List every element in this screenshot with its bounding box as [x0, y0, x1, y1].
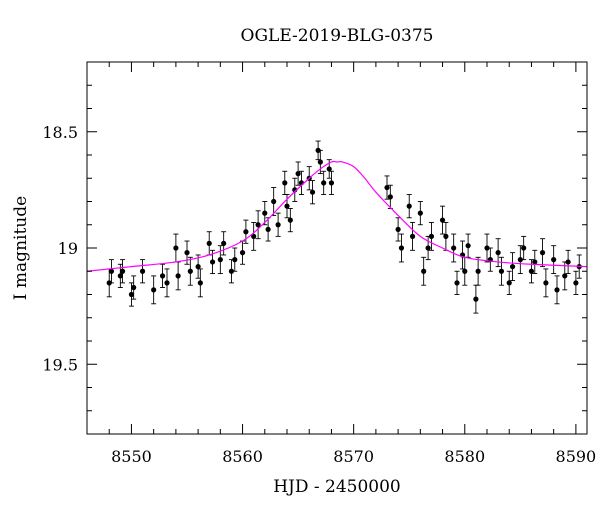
- x-tick-label: 8580: [444, 447, 485, 466]
- data-point: [326, 166, 332, 172]
- data-point: [395, 226, 401, 232]
- data-point: [131, 284, 137, 291]
- data-point: [539, 250, 546, 256]
- y-tick-label: 19.5: [42, 355, 78, 374]
- data-point: [164, 280, 170, 286]
- data-point: [509, 264, 516, 270]
- data-point: [309, 189, 316, 195]
- data-point: [287, 217, 293, 223]
- data-point: [197, 280, 203, 286]
- data-point: [275, 222, 281, 228]
- data-point: [251, 233, 257, 239]
- data-point: [428, 233, 435, 239]
- x-tick-label: 8550: [111, 447, 152, 466]
- data-point: [521, 245, 527, 251]
- data-point: [108, 268, 115, 274]
- data-point: [439, 217, 446, 223]
- data-point: [406, 203, 412, 209]
- data-point: [384, 184, 390, 191]
- data-point: [573, 280, 579, 286]
- data-point: [562, 273, 568, 279]
- data-point: [221, 240, 227, 246]
- data-point: [328, 180, 335, 186]
- data-point: [265, 226, 271, 232]
- data-point: [551, 257, 557, 263]
- data-point: [475, 268, 481, 274]
- data-point: [209, 259, 216, 265]
- data-point: [228, 268, 235, 274]
- data-point: [151, 287, 157, 293]
- data-point: [421, 268, 427, 274]
- data-point: [243, 229, 249, 235]
- data-point: [484, 245, 490, 251]
- data-point: [117, 273, 123, 279]
- data-point: [462, 268, 468, 274]
- data-point: [409, 233, 416, 239]
- model-curve: [87, 160, 587, 272]
- data-point: [284, 203, 290, 209]
- data-point: [454, 280, 460, 286]
- data-point: [532, 259, 538, 265]
- data-point: [517, 257, 523, 263]
- data-point: [498, 268, 505, 274]
- plot-area: [87, 140, 587, 314]
- data-point: [554, 287, 560, 293]
- data-point: [417, 210, 423, 216]
- data-point: [187, 268, 193, 274]
- plot-contents: [87, 140, 587, 314]
- data-point: [255, 222, 261, 228]
- x-tick-label: 8590: [556, 447, 597, 466]
- data-point: [175, 273, 181, 279]
- data-point: [159, 273, 166, 279]
- data-point: [217, 257, 223, 263]
- data-point: [473, 296, 479, 302]
- chart-title: OGLE-2019-BLG-0375: [241, 26, 434, 46]
- data-point: [443, 233, 449, 239]
- data-point: [128, 291, 135, 298]
- data-point: [451, 245, 457, 251]
- data-point: [184, 250, 190, 256]
- x-tick-label: 8560: [222, 447, 263, 466]
- data-point: [398, 245, 405, 251]
- data-point: [465, 243, 471, 249]
- data-point: [425, 245, 431, 251]
- data-point: [262, 210, 268, 216]
- data-point: [271, 198, 277, 205]
- plot-frame: [86, 61, 588, 435]
- y-tick-label: 19: [58, 239, 78, 258]
- data-point: [295, 171, 301, 177]
- data-point: [239, 250, 246, 256]
- data-point: [282, 180, 288, 186]
- data-point: [139, 268, 146, 274]
- data-point: [543, 280, 549, 286]
- data-point: [173, 245, 179, 251]
- data-point: [195, 264, 201, 270]
- data-point: [506, 280, 512, 286]
- data-point: [317, 159, 323, 165]
- axis-ticks: 8550 8560 8570 8580 8590 18.5 19 19.5: [42, 61, 597, 466]
- data-point: [495, 250, 501, 256]
- y-tick-label: 18.5: [42, 123, 78, 142]
- data-point: [119, 268, 126, 274]
- x-axis-label: HJD - 2450000: [273, 477, 401, 497]
- data-point: [321, 180, 327, 186]
- y-axis-label: I magnitude: [11, 196, 31, 300]
- data-point: [387, 194, 393, 200]
- data-point: [206, 240, 212, 246]
- x-tick-label: 8570: [333, 447, 374, 466]
- data-point: [565, 259, 571, 265]
- data-point: [528, 268, 535, 274]
- data-point: [232, 257, 238, 263]
